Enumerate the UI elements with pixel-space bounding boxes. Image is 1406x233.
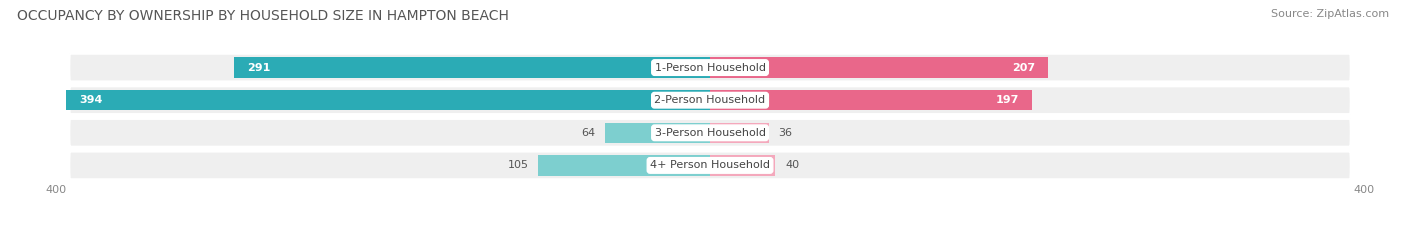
Text: 394: 394 [79,95,103,105]
Text: 4+ Person Household: 4+ Person Household [650,161,770,170]
Text: 1-Person Household: 1-Person Household [655,63,765,72]
Text: 105: 105 [508,161,529,170]
Text: Source: ZipAtlas.com: Source: ZipAtlas.com [1271,9,1389,19]
Text: 64: 64 [582,128,596,138]
Text: 40: 40 [785,161,800,170]
FancyBboxPatch shape [69,54,1351,81]
FancyBboxPatch shape [69,86,1351,114]
Bar [710,123,769,143]
Text: OCCUPANCY BY OWNERSHIP BY HOUSEHOLD SIZE IN HAMPTON BEACH: OCCUPANCY BY OWNERSHIP BY HOUSEHOLD SIZE… [17,9,509,23]
Text: 291: 291 [247,63,271,72]
Bar [710,155,776,175]
Bar [606,123,710,143]
Text: 3-Person Household: 3-Person Household [655,128,765,138]
Bar [235,58,710,78]
Text: 197: 197 [995,95,1019,105]
Text: 36: 36 [779,128,793,138]
Bar [538,155,710,175]
Text: 2-Person Household: 2-Person Household [654,95,766,105]
Text: 207: 207 [1012,63,1035,72]
Bar [710,58,1049,78]
Bar [710,90,1032,110]
Bar [66,90,710,110]
FancyBboxPatch shape [69,152,1351,179]
FancyBboxPatch shape [69,119,1351,147]
